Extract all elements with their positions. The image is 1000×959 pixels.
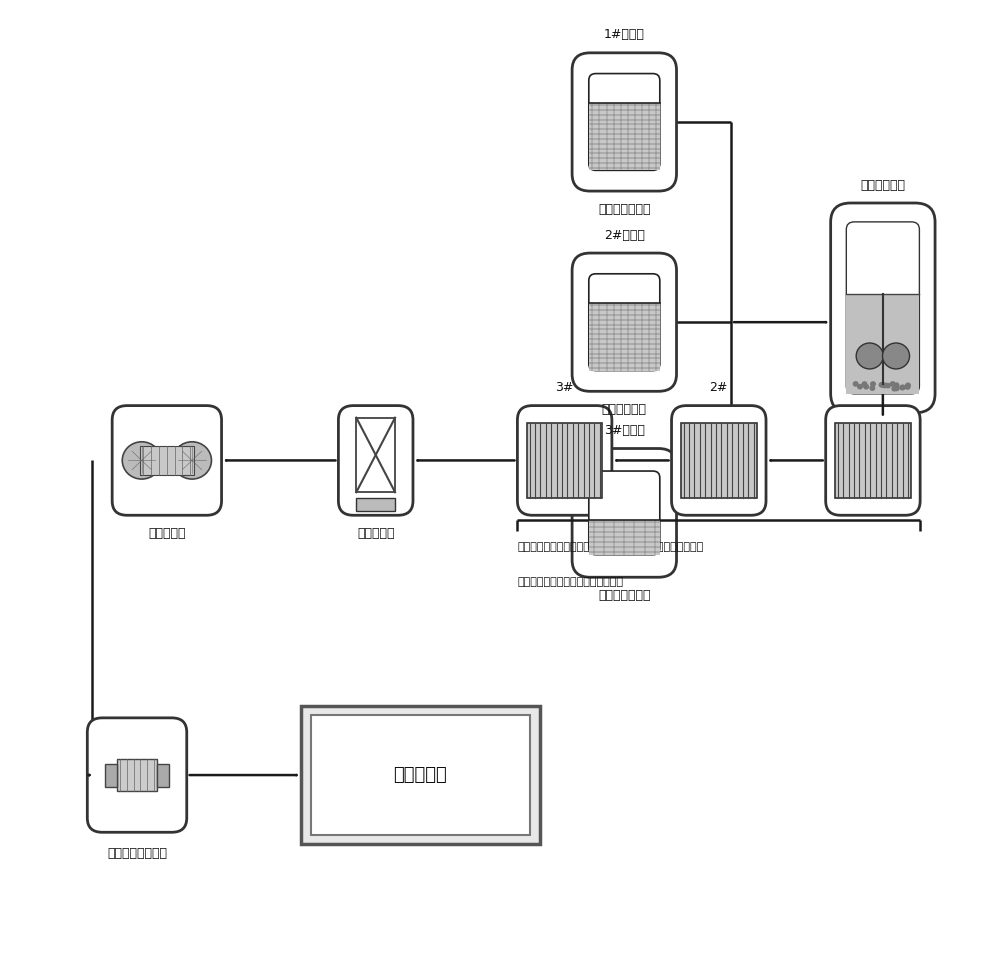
Text: 电荷、机械力化学作用下表面反应）: 电荷、机械力化学作用下表面反应） <box>517 577 623 587</box>
Bar <box>356 498 395 511</box>
Circle shape <box>894 383 900 388</box>
Circle shape <box>869 386 875 391</box>
Text: 3#预储罐: 3#预储罐 <box>604 424 645 437</box>
Circle shape <box>856 343 883 369</box>
Bar <box>311 715 530 834</box>
Text: 固化、干燥: 固化、干燥 <box>148 526 186 540</box>
Text: 2#: 2# <box>710 381 728 394</box>
Bar <box>527 423 602 498</box>
FancyBboxPatch shape <box>572 253 677 391</box>
Bar <box>846 294 919 394</box>
Circle shape <box>870 381 876 386</box>
Circle shape <box>894 386 900 391</box>
Circle shape <box>863 384 869 389</box>
Circle shape <box>853 381 859 386</box>
Circle shape <box>122 442 161 480</box>
Bar <box>117 760 157 791</box>
Bar <box>157 763 169 786</box>
Bar <box>105 763 117 786</box>
FancyBboxPatch shape <box>831 203 935 412</box>
Circle shape <box>857 384 863 389</box>
Bar <box>301 706 540 844</box>
Bar <box>681 423 757 498</box>
Bar <box>356 418 395 492</box>
Circle shape <box>861 381 867 386</box>
Circle shape <box>905 385 911 390</box>
Circle shape <box>891 386 897 391</box>
FancyBboxPatch shape <box>572 53 677 191</box>
Text: 1#预储罐: 1#预储罐 <box>604 29 645 41</box>
Text: 低速搅混合罐: 低速搅混合罐 <box>860 178 905 192</box>
FancyBboxPatch shape <box>589 471 660 554</box>
Bar <box>589 303 660 370</box>
Text: 钙基钛白粉: 钙基钛白粉 <box>394 766 447 784</box>
Circle shape <box>173 442 211 480</box>
Circle shape <box>881 383 887 388</box>
FancyBboxPatch shape <box>589 74 660 171</box>
Bar <box>589 520 660 554</box>
FancyBboxPatch shape <box>87 718 187 832</box>
FancyBboxPatch shape <box>826 406 920 515</box>
Text: 1#: 1# <box>864 381 882 394</box>
Circle shape <box>900 385 906 390</box>
Circle shape <box>890 381 896 386</box>
Text: 钙基钛乳液: 钙基钛乳液 <box>357 526 394 540</box>
Circle shape <box>885 383 891 388</box>
FancyBboxPatch shape <box>572 449 677 577</box>
FancyBboxPatch shape <box>517 406 612 515</box>
Text: 2#预储罐: 2#预储罐 <box>604 228 645 242</box>
Bar <box>140 446 194 475</box>
FancyBboxPatch shape <box>112 406 222 515</box>
Text: 超细粉体、软水: 超细粉体、软水 <box>598 202 651 216</box>
Text: 钛白粉、软水: 钛白粉、软水 <box>602 403 647 416</box>
Circle shape <box>882 343 910 369</box>
Circle shape <box>882 383 888 388</box>
Bar <box>589 103 660 171</box>
Text: 研磨、改性、修复: 研磨、改性、修复 <box>107 847 167 859</box>
FancyBboxPatch shape <box>338 406 413 515</box>
Text: 分散剂、包膜剂: 分散剂、包膜剂 <box>598 589 651 601</box>
Text: 3#: 3# <box>555 381 574 394</box>
Circle shape <box>899 385 905 390</box>
Bar <box>835 423 911 498</box>
Circle shape <box>905 383 911 388</box>
Text: （三级串联高速磨机采用PLU控制系统，控时、控速、控温、: （三级串联高速磨机采用PLU控制系统，控时、控速、控温、 <box>517 541 704 551</box>
FancyBboxPatch shape <box>672 406 766 515</box>
FancyBboxPatch shape <box>589 273 660 370</box>
Circle shape <box>879 382 885 387</box>
FancyBboxPatch shape <box>846 222 919 394</box>
